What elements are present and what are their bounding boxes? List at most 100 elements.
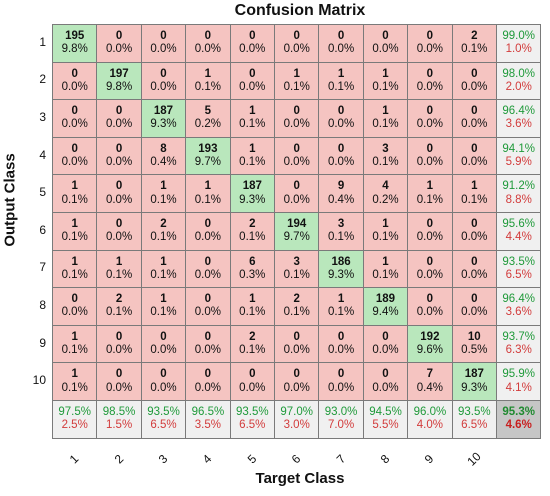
cell-percent: 0.1%: [372, 231, 399, 244]
cell-percent: 6.5%: [239, 419, 266, 432]
row-summary-cell: 96.4% 3.6%: [496, 99, 542, 138]
matrix-cell: 10 0.5%: [451, 324, 497, 364]
matrix-cell: 0 0.0%: [407, 287, 453, 326]
cell-percent: 0.0%: [416, 231, 443, 244]
cell-percent: 6.5%: [150, 419, 177, 432]
matrix-cell: 6 0.3%: [229, 249, 275, 289]
matrix-cell: 1 0.1%: [52, 362, 98, 401]
cell-percent: 0.1%: [372, 156, 399, 169]
y-tick-label: 5: [39, 185, 46, 200]
cell-percent: 0.0%: [283, 43, 310, 56]
matrix-cell: 1 0.1%: [52, 174, 98, 213]
cell-count: 1: [71, 255, 78, 268]
cell-count: 1: [204, 67, 212, 80]
cell-percent: 0.0%: [150, 344, 177, 357]
cell-percent: 0.0%: [327, 344, 355, 357]
matrix-cell: 1 0.1%: [140, 174, 187, 213]
cell-count: 0: [426, 142, 434, 155]
cell-count: 0: [471, 142, 478, 155]
matrix-cell: 2 0.1%: [140, 212, 187, 251]
cell-count: 96.4%: [502, 293, 535, 306]
cell-percent: 0.0%: [461, 306, 488, 319]
cell-count: 192: [420, 330, 440, 343]
cell-percent: 0.0%: [105, 381, 133, 394]
cell-count: 96.0%: [413, 406, 447, 419]
matrix-cell: 0 0.0%: [229, 61, 275, 101]
cell-count: 195: [65, 30, 85, 43]
matrix-cell: 2 0.1%: [229, 212, 275, 251]
cell-percent: 0.0%: [194, 43, 221, 56]
cell-percent: 0.1%: [61, 381, 88, 394]
matrix-cell: 0 0.0%: [274, 174, 320, 213]
matrix-cell: 3 0.1%: [274, 249, 320, 289]
cell-percent: 0.0%: [194, 268, 221, 281]
cell-count: 1: [71, 330, 78, 343]
cell-count: 99.0%: [502, 30, 535, 43]
matrix-cell: 0 0.0%: [451, 212, 497, 251]
cell-percent: 1.0%: [505, 43, 532, 56]
cell-count: 187: [153, 105, 174, 118]
cell-count: 9: [337, 180, 345, 193]
cell-percent: 0.4%: [150, 156, 177, 169]
matrix-cell: 1 0.1%: [140, 249, 187, 289]
cell-percent: 0.0%: [239, 381, 266, 394]
cell-count: 93.0%: [324, 406, 358, 419]
cell-percent: 0.0%: [461, 268, 488, 281]
cell-count: 3: [337, 218, 345, 231]
cell-percent: 0.2%: [372, 193, 399, 206]
cell-percent: 0.0%: [105, 193, 133, 206]
cell-count: 97.5%: [58, 406, 91, 419]
matrix-cell: 0 0.0%: [96, 362, 142, 401]
y-tick-label: 8: [39, 298, 46, 312]
cell-count: 1: [293, 67, 300, 80]
cell-count: 94.1%: [502, 142, 535, 155]
cell-count: 1: [471, 180, 478, 193]
cell-count: 96.4%: [502, 105, 535, 118]
cell-percent: 0.0%: [61, 306, 88, 319]
cell-percent: 0.0%: [327, 381, 355, 394]
cell-percent: 0.1%: [239, 344, 266, 357]
cell-count: 94.5%: [369, 406, 402, 419]
matrix-cell: 0 0.0%: [274, 24, 320, 63]
matrix-cell: 1 0.1%: [229, 136, 275, 176]
cell-percent: 0.1%: [239, 156, 266, 169]
matrix-cell: 0 0.0%: [185, 362, 231, 401]
cell-count: 0: [382, 330, 389, 343]
matrix-cell: 0 0.0%: [185, 287, 231, 326]
matrix-cell: 0 0.0%: [52, 99, 98, 138]
y-tick-label: 10: [32, 373, 46, 388]
matrix-cell: 1 0.1%: [407, 174, 453, 213]
matrix-cell: 1 0.1%: [318, 61, 364, 101]
cell-count: 187: [242, 180, 262, 193]
cell-count: 0: [293, 105, 300, 118]
cell-count: 95.9%: [502, 368, 535, 381]
cell-count: 1: [382, 105, 389, 118]
cell-count: 1: [382, 218, 389, 231]
cell-count: 0: [426, 105, 434, 118]
cell-percent: 0.1%: [372, 80, 399, 93]
cell-count: 1: [204, 180, 212, 193]
cell-count: 0: [204, 30, 212, 43]
matrix-cell: 0 0.0%: [96, 24, 142, 63]
cell-percent: 4.0%: [416, 419, 443, 432]
cell-percent: 0.0%: [239, 80, 266, 93]
cell-count: 0: [115, 180, 123, 193]
matrix-cell: 3 0.1%: [318, 212, 364, 251]
cell-count: 5: [204, 105, 212, 118]
cell-percent: 3.6%: [505, 306, 532, 319]
matrix-cell: 1 0.1%: [229, 287, 275, 326]
row-summary-cell: 95.9% 4.1%: [496, 362, 542, 401]
cell-count: 0: [426, 255, 434, 268]
cell-count: 0: [426, 67, 434, 80]
cell-percent: 0.0%: [239, 43, 266, 56]
cell-count: 95.6%: [502, 218, 535, 231]
matrix-cell: 1 0.1%: [362, 212, 409, 251]
cell-percent: 9.3%: [461, 381, 488, 394]
cell-percent: 6.5%: [461, 419, 488, 432]
cell-percent: 0.0%: [327, 43, 355, 56]
matrix-cell: 0 0.0%: [451, 287, 497, 326]
matrix-cell: 0 0.0%: [407, 212, 453, 251]
matrix-cell: 4 0.2%: [362, 174, 409, 213]
cell-percent: 0.0%: [61, 156, 88, 169]
